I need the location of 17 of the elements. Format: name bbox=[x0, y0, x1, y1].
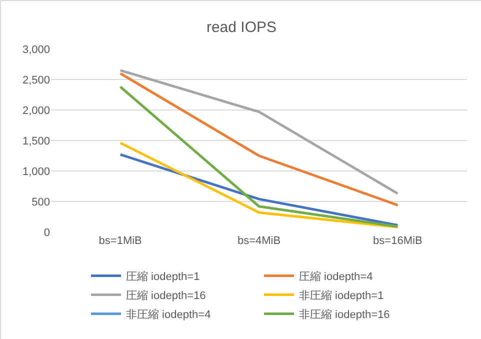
chart-title: read IOPS bbox=[206, 18, 277, 36]
legend-label: 非圧縮 iodepth=1 bbox=[299, 289, 384, 302]
legend-label: 非圧縮 iodepth=4 bbox=[126, 308, 211, 322]
x-tick-label: bs=16MiB bbox=[373, 235, 422, 247]
x-tick-label: bs=1MiB bbox=[98, 235, 142, 247]
legend-label: 圧縮 iodepth=16 bbox=[126, 289, 206, 302]
legend-label: 圧縮 iodepth=4 bbox=[299, 270, 373, 284]
legend-label: 非圧縮 iodepth=16 bbox=[299, 308, 390, 322]
y-tick-label: 500 bbox=[32, 196, 50, 208]
legend-label: 圧縮 iodepth=1 bbox=[126, 270, 200, 284]
y-tick-label: 3,000 bbox=[22, 44, 50, 56]
y-tick-label: 2,500 bbox=[22, 74, 50, 86]
y-tick-label: 1,000 bbox=[22, 166, 50, 178]
y-tick-label: 0 bbox=[44, 226, 50, 239]
x-tick-label: bs=4MiB bbox=[237, 235, 281, 247]
y-tick-label: 2,000 bbox=[22, 104, 50, 117]
y-tick-label: 1,500 bbox=[22, 135, 50, 148]
